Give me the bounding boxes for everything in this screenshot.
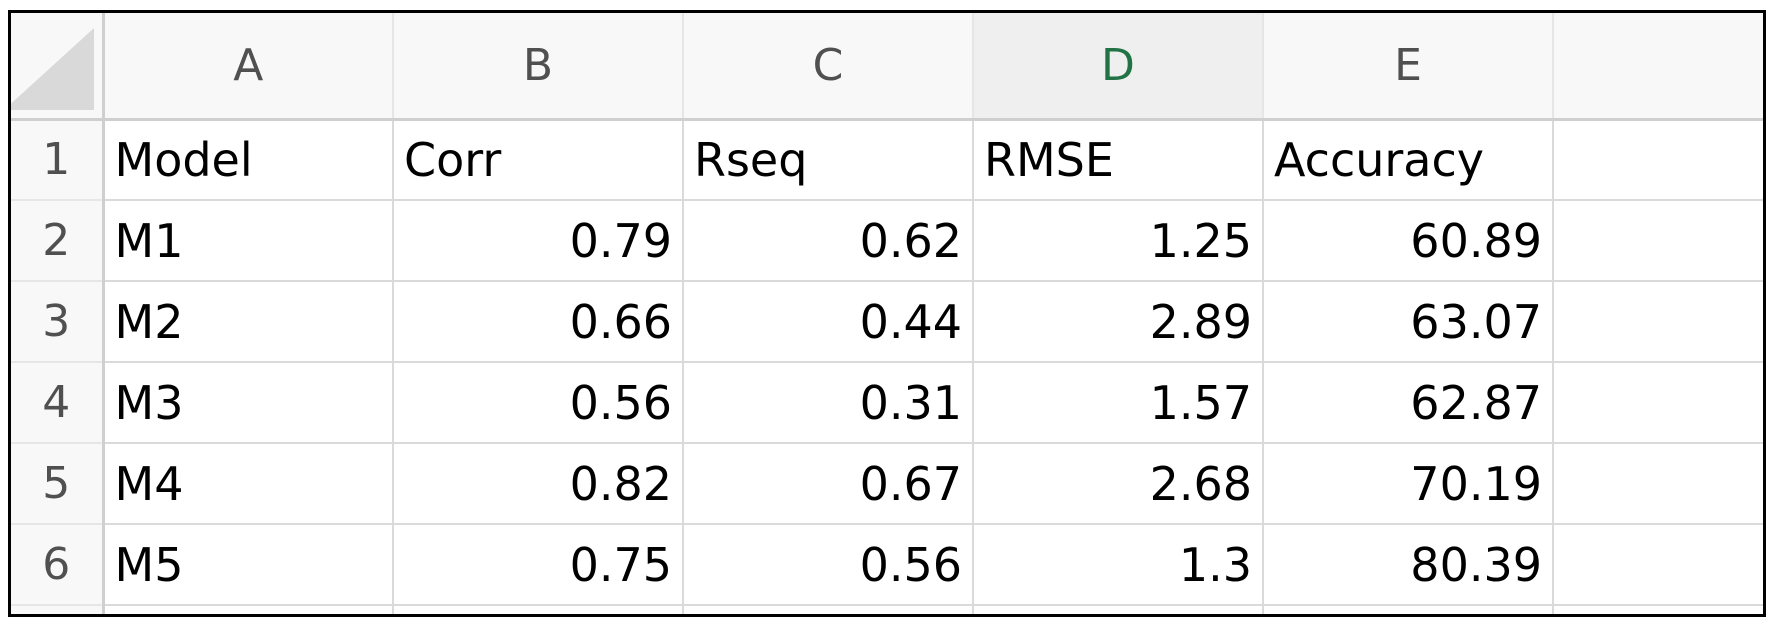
cell-b7[interactable] (393, 605, 684, 614)
cell-e7[interactable] (1263, 605, 1554, 614)
row-header-4[interactable]: 4 (11, 362, 105, 444)
cell-d6[interactable]: 1.3 (973, 524, 1264, 606)
row-header-3[interactable]: 3 (11, 281, 105, 363)
table-row (11, 605, 1763, 614)
cell-a6[interactable]: M5 (103, 524, 394, 606)
select-all-corner[interactable] (11, 13, 105, 121)
cell-b1[interactable]: Corr (393, 119, 684, 201)
column-header-b[interactable]: B (393, 13, 684, 121)
cell-b5[interactable]: 0.82 (393, 443, 684, 525)
row-header-2[interactable]: 2 (11, 200, 105, 282)
cell-a7[interactable] (103, 605, 394, 614)
cell-e5[interactable]: 70.19 (1263, 443, 1554, 525)
row-header-5[interactable]: 5 (11, 443, 105, 525)
cell-f3[interactable] (1553, 281, 1763, 363)
cell-b2[interactable]: 0.79 (393, 200, 684, 282)
cell-b6[interactable]: 0.75 (393, 524, 684, 606)
column-header-row: A B C D E (11, 13, 1763, 121)
cell-d3[interactable]: 2.89 (973, 281, 1264, 363)
cell-e6[interactable]: 80.39 (1263, 524, 1554, 606)
column-header-a[interactable]: A (103, 13, 394, 121)
table-row: 1 Model Corr Rseq RMSE Accuracy (11, 119, 1763, 201)
column-header-f[interactable] (1553, 13, 1763, 121)
column-header-d[interactable]: D (973, 13, 1264, 121)
cell-c5[interactable]: 0.67 (683, 443, 974, 525)
cell-d1[interactable]: RMSE (973, 119, 1264, 201)
cell-f1[interactable] (1553, 119, 1763, 201)
cell-f2[interactable] (1553, 200, 1763, 282)
table-row: 4 M3 0.56 0.31 1.57 62.87 (11, 362, 1763, 444)
cell-b3[interactable]: 0.66 (393, 281, 684, 363)
column-header-c[interactable]: C (683, 13, 974, 121)
select-all-triangle-icon (11, 27, 94, 110)
row-header-6[interactable]: 6 (11, 524, 105, 606)
cell-f4[interactable] (1553, 362, 1763, 444)
cell-e3[interactable]: 63.07 (1263, 281, 1554, 363)
spreadsheet-grid: A B C D E 1 Model Corr Rseq RMSE Accurac… (8, 10, 1766, 617)
cell-a4[interactable]: M3 (103, 362, 394, 444)
table-row: 3 M2 0.66 0.44 2.89 63.07 (11, 281, 1763, 363)
cell-e1[interactable]: Accuracy (1263, 119, 1554, 201)
cell-c2[interactable]: 0.62 (683, 200, 974, 282)
cell-d5[interactable]: 2.68 (973, 443, 1264, 525)
cell-e4[interactable]: 62.87 (1263, 362, 1554, 444)
table-row: 5 M4 0.82 0.67 2.68 70.19 (11, 443, 1763, 525)
cell-c7[interactable] (683, 605, 974, 614)
cell-c6[interactable]: 0.56 (683, 524, 974, 606)
cell-table: A B C D E 1 Model Corr Rseq RMSE Accurac… (11, 13, 1763, 614)
column-header-e[interactable]: E (1263, 13, 1554, 121)
cell-c1[interactable]: Rseq (683, 119, 974, 201)
cell-d2[interactable]: 1.25 (973, 200, 1264, 282)
cell-c4[interactable]: 0.31 (683, 362, 974, 444)
cell-b4[interactable]: 0.56 (393, 362, 684, 444)
row-header-7[interactable] (11, 605, 105, 614)
cell-f6[interactable] (1553, 524, 1763, 606)
cell-d7[interactable] (973, 605, 1264, 614)
cell-a3[interactable]: M2 (103, 281, 394, 363)
cell-f5[interactable] (1553, 443, 1763, 525)
cell-f7[interactable] (1553, 605, 1763, 614)
row-header-1[interactable]: 1 (11, 119, 105, 201)
cell-c3[interactable]: 0.44 (683, 281, 974, 363)
cell-d4[interactable]: 1.57 (973, 362, 1264, 444)
table-row: 6 M5 0.75 0.56 1.3 80.39 (11, 524, 1763, 606)
cell-a1[interactable]: Model (103, 119, 394, 201)
cell-a2[interactable]: M1 (103, 200, 394, 282)
cell-a5[interactable]: M4 (103, 443, 394, 525)
cell-e2[interactable]: 60.89 (1263, 200, 1554, 282)
table-row: 2 M1 0.79 0.62 1.25 60.89 (11, 200, 1763, 282)
